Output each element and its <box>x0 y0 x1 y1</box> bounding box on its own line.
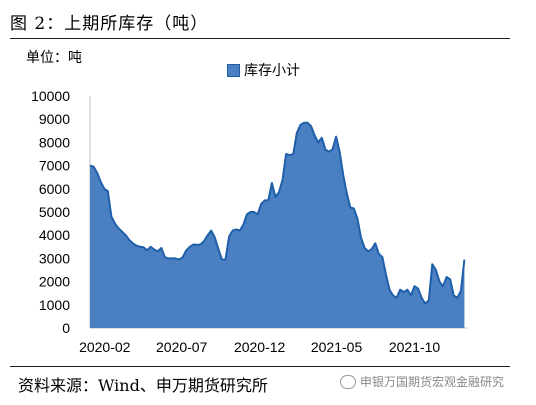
title-rule <box>10 38 510 39</box>
source-note: 资料来源：Wind、申万期货研究所 <box>18 376 268 395</box>
x-tick-label: 2020-07 <box>156 339 208 355</box>
plot-area <box>89 121 466 328</box>
x-axis: 2020-02 2020-07 2020-12 2021-05 2021-10 <box>79 327 468 355</box>
y-tick-label: 8000 <box>39 134 70 150</box>
inventory-area-chart: 0 1000 2000 3000 4000 5000 6000 7000 8000 9000 100… <box>31 88 468 355</box>
y-tick-label: 2000 <box>39 274 70 290</box>
x-tick-label: 2020-02 <box>79 339 131 355</box>
y-tick-label: 0 <box>62 320 70 336</box>
legend: 库存小计 <box>227 60 300 80</box>
y-tick-label: 4000 <box>39 227 70 243</box>
legend-swatch <box>227 63 240 77</box>
x-tick-label: 2021-05 <box>311 339 363 355</box>
x-tick-label: 2020-12 <box>234 339 286 355</box>
y-tick-label: 3000 <box>39 250 70 266</box>
watermark: 申银万国期货宏观金融研究 <box>340 373 504 390</box>
series-line <box>89 121 466 305</box>
y-tick-label: 9000 <box>39 111 70 127</box>
unit-label: 单位：吨 <box>26 50 82 66</box>
y-tick-label: 5000 <box>39 204 70 220</box>
wechat-icon <box>340 374 356 389</box>
y-tick-label: 6000 <box>39 181 70 197</box>
y-tick-label: 10000 <box>31 88 70 104</box>
series-area-fill <box>90 122 465 328</box>
y-axis: 0 1000 2000 3000 4000 5000 6000 7000 8000 9000 100… <box>31 88 91 336</box>
y-tick-label: 1000 <box>39 297 70 313</box>
source-rule <box>10 366 510 367</box>
chart-title: 图 2：上期所库存（吨） <box>10 14 209 34</box>
legend-label: 库存小计 <box>244 63 300 79</box>
y-tick-label: 7000 <box>39 158 70 174</box>
watermark-text: 申银万国期货宏观金融研究 <box>360 375 505 389</box>
x-tick-label: 2021-10 <box>389 339 441 355</box>
